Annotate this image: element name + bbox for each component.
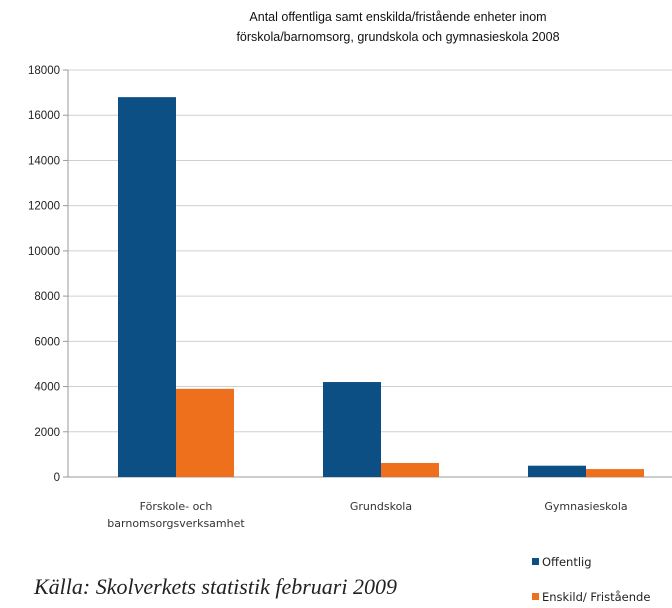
y-tick-label: 6000 [34, 336, 60, 348]
category-label: Gymnasieskola [544, 500, 627, 513]
y-tick-label: 14000 [28, 155, 60, 167]
y-tick-label: 10000 [28, 246, 60, 258]
bar-offentlig-2 [323, 382, 381, 477]
y-tick-label: 2000 [34, 427, 60, 439]
bar-enskild-1 [176, 388, 234, 477]
y-tick-label: 18000 [28, 65, 60, 77]
category-label: barnomsorgsverksamhet [107, 517, 245, 530]
category-label: Grundskola [350, 500, 412, 513]
y-axis-ticks: 0 2000 4000 6000 8000 10000 12000 14000 16000 180… [28, 65, 60, 484]
x-axis-categories: Förskole- och barnomsorgsverksamhet Grunds… [107, 500, 627, 530]
category-label: Förskole- och [140, 500, 213, 513]
y-tick-label: 12000 [28, 201, 60, 213]
legend-label: Enskild/ Fristående [542, 590, 650, 604]
bar-enskild-3 [586, 469, 644, 477]
chart-title-line: Antal offentliga samt enskilda/friståend… [249, 10, 546, 24]
legend-swatch [532, 593, 539, 600]
legend-label: Offentlig [542, 555, 592, 569]
bar-enskild-2 [381, 462, 439, 477]
y-tick-label: 16000 [28, 110, 60, 122]
bar-offentlig-3 [528, 465, 586, 477]
bar-offentlig-1 [118, 97, 176, 477]
chart-title-line: förskola/barnomsorg, grundskola och gymn… [236, 30, 559, 44]
y-tick-label: 8000 [34, 291, 60, 303]
bars [118, 97, 644, 477]
legend-swatch [532, 558, 539, 565]
y-tick-label: 0 [54, 472, 60, 484]
source-note: Källa: Skolverkets statistik februari 20… [34, 574, 397, 599]
legend: Offentlig Enskild/ Fristående [532, 555, 650, 604]
y-tick-label: 4000 [34, 382, 60, 394]
chart-title: Antal offentliga samt enskilda/friståend… [236, 10, 559, 44]
